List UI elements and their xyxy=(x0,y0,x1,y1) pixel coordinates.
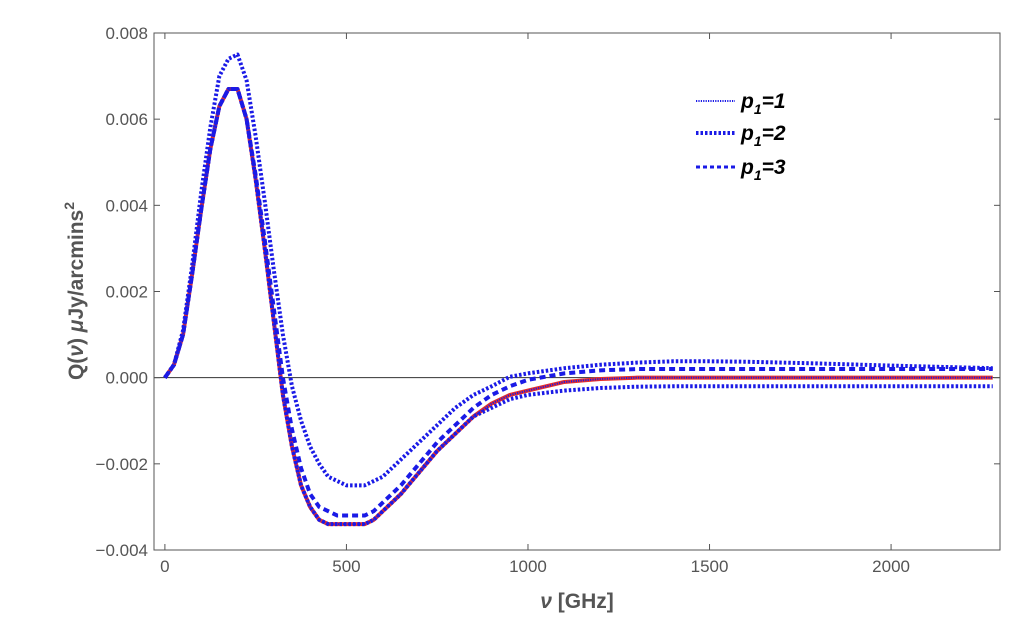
series-line-2 xyxy=(164,88,993,526)
x-tick-label: 500 xyxy=(332,557,360,576)
series-line-5 xyxy=(163,87,993,518)
series-line-3 xyxy=(163,52,993,488)
y-tick-label: −0.004 xyxy=(96,541,148,560)
x-tick-label: 0 xyxy=(160,557,169,576)
y-tick-label: 0.004 xyxy=(105,196,148,215)
y-tick-label: −0.002 xyxy=(96,455,148,474)
legend-item-p1-1: p1=1 xyxy=(696,90,786,117)
y-tick-label: 0.006 xyxy=(105,110,148,129)
legend-item-p1-3: p1=3 xyxy=(696,156,786,183)
x-axis-title: ν [GHz] xyxy=(540,590,614,613)
legend-label-1: p1=1 xyxy=(740,90,786,117)
y-tick-label: 0.008 xyxy=(105,24,148,43)
series-line-4 xyxy=(163,87,993,527)
x-tick-label: 2000 xyxy=(872,557,910,576)
legend-item-p1-2: p1=2 xyxy=(696,122,786,149)
y-tick-label: 0.002 xyxy=(105,283,148,302)
legend-label-2: p1=2 xyxy=(740,122,786,149)
y-tick-label: 0.000 xyxy=(105,369,148,388)
x-tick-label: 1500 xyxy=(691,557,729,576)
legend: p1=1 p1=2 p1=3 xyxy=(696,90,786,183)
y-axis-title: Q(ν) μJy/arcmins2 xyxy=(61,202,88,380)
legend-label-3: p1=3 xyxy=(740,156,786,183)
series-line-1 xyxy=(163,87,993,527)
plot-frame xyxy=(153,32,1001,551)
x-tick-label: 1000 xyxy=(509,557,547,576)
